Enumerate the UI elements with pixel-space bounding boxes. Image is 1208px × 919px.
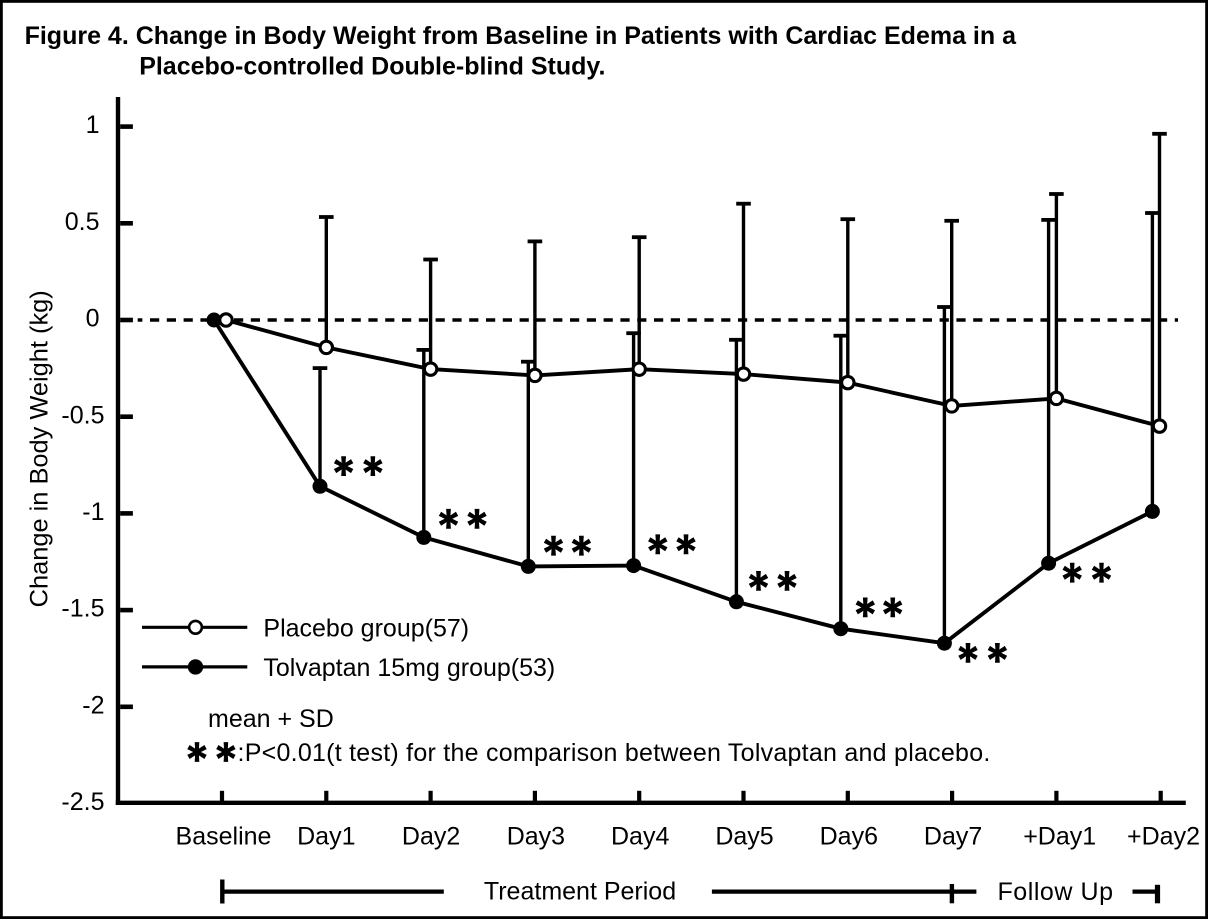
- svg-text:Placebo group(57): Placebo group(57): [263, 614, 469, 642]
- svg-text:Tolvaptan 15mg group(53): Tolvaptan 15mg group(53): [263, 654, 555, 682]
- svg-text:Baseline: Baseline: [176, 823, 272, 851]
- svg-text:0.5: 0.5: [65, 208, 100, 236]
- svg-text:Day1: Day1: [297, 823, 355, 851]
- svg-text:mean + SD: mean + SD: [208, 705, 334, 733]
- svg-text:Figure 4. Change in Body Weigh: Figure 4. Change in Body Weight from Bas…: [25, 22, 1017, 50]
- svg-text:Treatment Period: Treatment Period: [484, 878, 676, 906]
- svg-text:-0.5: -0.5: [61, 401, 104, 429]
- svg-text:Day2: Day2: [402, 823, 460, 851]
- svg-text::P<0.01(t test) for the compar: :P<0.01(t test) for the comparison betwe…: [238, 739, 991, 767]
- svg-text:-1.5: -1.5: [61, 595, 104, 623]
- svg-text:-2.5: -2.5: [61, 788, 104, 816]
- svg-text:Day3: Day3: [507, 823, 565, 851]
- svg-text:-2: -2: [82, 691, 104, 719]
- svg-text:Day6: Day6: [820, 823, 878, 851]
- svg-text:Day5: Day5: [715, 823, 773, 851]
- svg-text:0: 0: [86, 305, 100, 333]
- svg-text:Placebo-controlled Double-blin: Placebo-controlled Double-blind Study.: [139, 53, 605, 81]
- svg-text:Day4: Day4: [611, 823, 669, 851]
- svg-text:Day7: Day7: [924, 823, 982, 851]
- svg-text:Change in Body Weight (kg): Change in Body Weight (kg): [25, 290, 53, 607]
- svg-text:+Day2: +Day2: [1127, 823, 1200, 851]
- svg-text:Follow Up: Follow Up: [997, 878, 1113, 906]
- svg-text:1: 1: [86, 111, 100, 139]
- svg-text:+Day1: +Day1: [1023, 823, 1096, 851]
- svg-text:-1: -1: [82, 498, 104, 526]
